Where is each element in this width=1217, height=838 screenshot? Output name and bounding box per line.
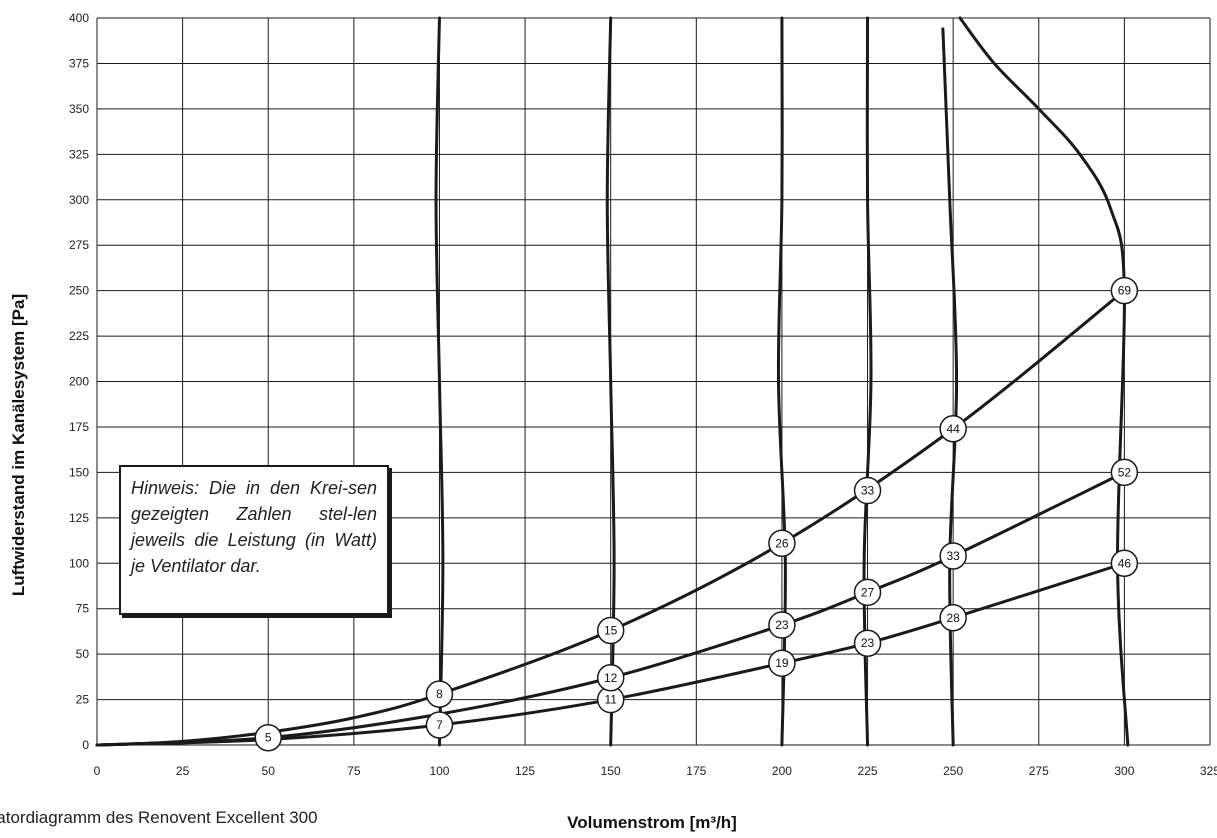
power-marker: 33	[853, 476, 882, 505]
power-marker-label: 15	[604, 623, 618, 637]
power-marker: 44	[939, 415, 967, 443]
power-marker-label: 8	[436, 687, 443, 701]
y-tick-label: 225	[69, 329, 89, 343]
power-marker-label: 46	[1118, 556, 1132, 570]
power-marker-circle	[1110, 276, 1139, 305]
power-marker-circle	[853, 629, 882, 657]
y-tick-labels: 0 25 50 75 100 125 150 175 200 225 250 275 300 325 350…	[69, 11, 89, 752]
power-marker-label: 12	[604, 671, 618, 685]
power-marker-label: 11	[604, 693, 617, 707]
power-marker: 5	[254, 723, 282, 752]
x-tick-label: 25	[176, 764, 190, 778]
x-tick-label: 100	[429, 764, 449, 778]
y-tick-label: 50	[76, 647, 90, 661]
power-marker-circle	[939, 542, 967, 570]
power-marker-circle	[939, 604, 967, 632]
power-marker-circle	[425, 680, 454, 708]
power-marker: 23	[853, 629, 882, 657]
y-tick-label: 100	[69, 556, 89, 570]
y-tick-label: 275	[69, 238, 89, 252]
power-marker: 28	[939, 604, 967, 632]
x-tick-labels: 0 25 50 75 100 125 150 175 200 225 250 275 300 325	[94, 764, 1217, 778]
system-curve	[95, 289, 1126, 747]
power-marker: 52	[1110, 458, 1139, 487]
x-tick-label: 50	[262, 764, 276, 778]
fan-curve	[941, 27, 959, 747]
power-marker: 7	[425, 711, 454, 739]
fan-curve	[434, 16, 445, 747]
x-tick-label: 200	[772, 764, 792, 778]
power-marker: 11	[596, 685, 625, 714]
power-marker: 12	[596, 664, 625, 692]
power-marker-label: 69	[1118, 284, 1132, 298]
power-marker-circle	[768, 611, 796, 639]
power-marker-circle	[254, 723, 282, 752]
figure-caption: tilatordiagramm des Renovent Excellent 3…	[0, 808, 318, 827]
power-marker: 27	[853, 578, 882, 607]
x-tick-label: 175	[686, 764, 706, 778]
y-axis-title: Luftwiderstand im Kanälesystem [Pa]	[9, 294, 28, 596]
x-tick-label: 275	[1029, 764, 1049, 778]
y-tick-label: 175	[69, 420, 89, 434]
power-marker-circle	[596, 616, 625, 645]
power-markers: 5 7 8 11 12 15 19 23 26 23 27 33 28 33 44 46 52 69	[254, 276, 1139, 752]
grid-lines	[96, 17, 1211, 746]
power-marker-label: 28	[946, 611, 960, 625]
power-marker-label: 52	[1118, 465, 1132, 479]
fan-curve	[862, 16, 873, 747]
power-marker: 69	[1110, 276, 1139, 305]
power-marker-label: 23	[861, 636, 875, 650]
power-marker-circle	[596, 664, 625, 692]
power-marker-label: 19	[775, 656, 789, 670]
power-marker-circle	[768, 529, 796, 558]
y-tick-label: 325	[69, 147, 89, 161]
x-tick-label: 225	[858, 764, 878, 778]
power-marker: 19	[768, 649, 796, 677]
power-marker-label: 5	[265, 731, 272, 745]
power-marker-label: 26	[775, 536, 789, 550]
power-marker-label: 7	[436, 718, 443, 732]
power-marker-label: 27	[861, 585, 875, 599]
power-marker: 15	[596, 616, 625, 645]
y-tick-label: 250	[69, 284, 89, 298]
x-tick-label: 325	[1200, 764, 1217, 778]
power-marker: 23	[768, 611, 796, 639]
power-marker-circle	[768, 649, 796, 677]
y-tick-label: 25	[76, 693, 90, 707]
y-tick-label: 0	[82, 738, 89, 752]
power-marker-circle	[853, 578, 882, 607]
power-marker: 33	[939, 542, 967, 570]
y-tick-label: 400	[69, 11, 89, 25]
x-axis-title: Volumenstrom [m³/h]	[567, 813, 737, 832]
power-marker-circle	[425, 711, 454, 739]
x-tick-label: 250	[943, 764, 963, 778]
power-marker-circle	[853, 476, 882, 505]
power-marker-label: 23	[775, 618, 789, 632]
x-tick-label: 125	[515, 764, 535, 778]
y-tick-label: 200	[69, 375, 89, 389]
power-marker-circle	[1110, 549, 1139, 577]
power-marker: 46	[1110, 549, 1139, 577]
y-tick-label: 375	[69, 56, 89, 70]
x-tick-label: 0	[94, 764, 101, 778]
y-tick-label: 300	[69, 193, 89, 207]
y-tick-label: 350	[69, 102, 89, 116]
power-marker: 8	[425, 680, 454, 708]
hint-note: Hinweis: Die in den Krei-sen gezeigten Z…	[119, 465, 389, 615]
power-marker-circle	[939, 415, 967, 443]
y-tick-label: 150	[69, 465, 89, 479]
x-tick-label: 75	[347, 764, 361, 778]
x-tick-label: 150	[601, 764, 621, 778]
power-marker-label: 44	[946, 422, 960, 436]
x-tick-label: 300	[1114, 764, 1134, 778]
power-marker-label: 33	[861, 484, 875, 498]
power-marker: 26	[768, 529, 796, 558]
y-tick-label: 125	[69, 511, 89, 525]
power-marker-label: 33	[946, 549, 960, 563]
y-tick-label: 75	[76, 602, 90, 616]
power-marker-circle	[1110, 458, 1139, 487]
